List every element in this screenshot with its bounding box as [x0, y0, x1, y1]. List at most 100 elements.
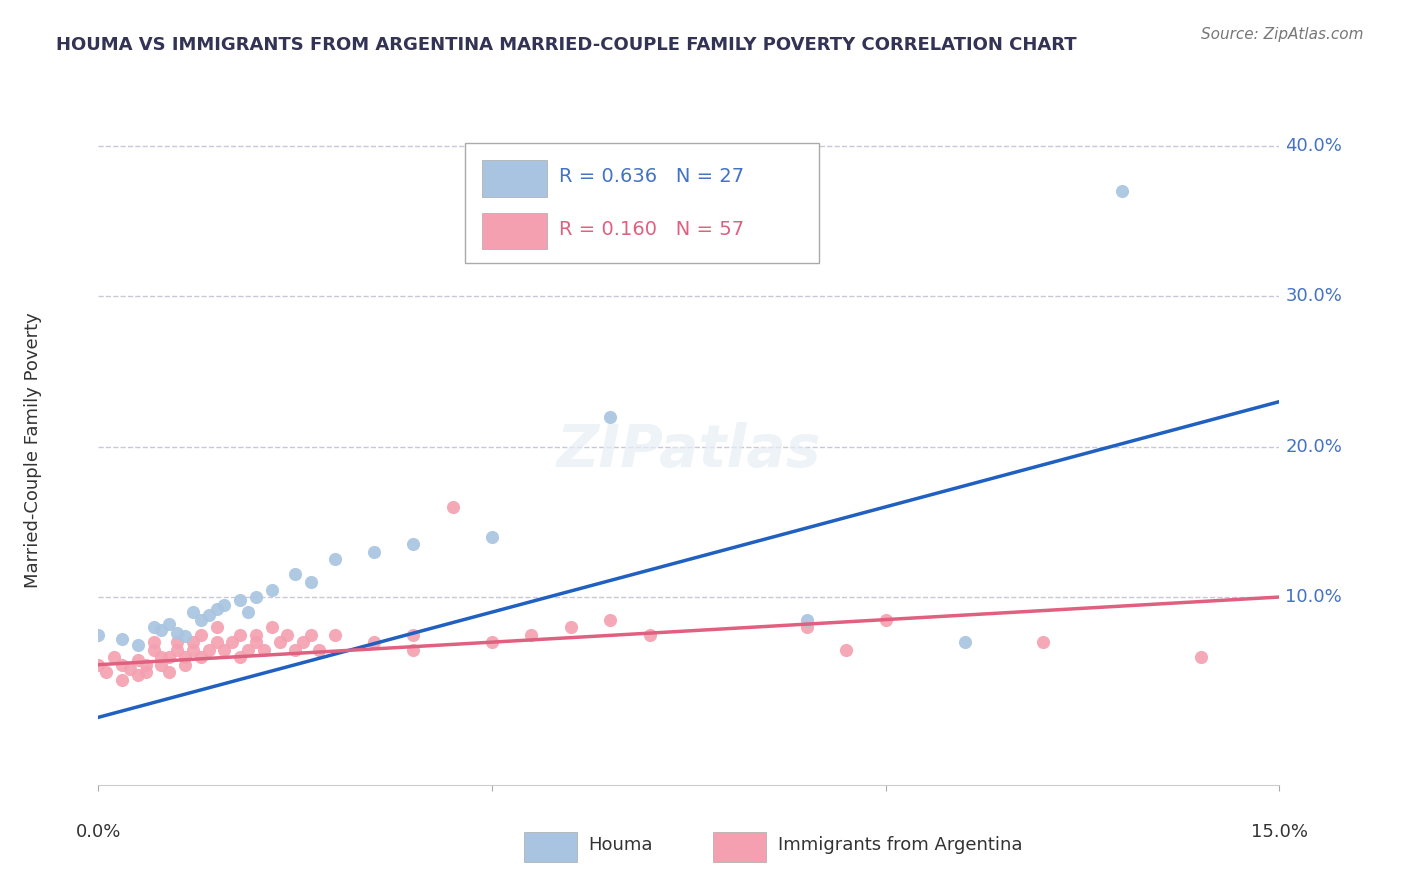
Point [135, 657, 157, 672]
FancyBboxPatch shape [482, 212, 547, 250]
Point [1189, 650, 1212, 665]
Point [174, 629, 197, 643]
Point [599, 409, 621, 424]
Point [157, 617, 180, 632]
Text: Immigrants from Argentina: Immigrants from Argentina [778, 836, 1022, 855]
Point [560, 620, 582, 634]
Point [796, 613, 818, 627]
Point [111, 657, 134, 672]
Point [142, 642, 165, 657]
Point [205, 635, 228, 649]
Point [253, 642, 276, 657]
Point [150, 650, 173, 665]
Point [1111, 184, 1133, 198]
Point [181, 642, 204, 657]
Point [221, 635, 243, 649]
Point [150, 657, 173, 672]
Point [142, 620, 165, 634]
FancyBboxPatch shape [482, 160, 547, 196]
FancyBboxPatch shape [464, 143, 818, 263]
Point [260, 620, 283, 634]
Point [166, 635, 188, 649]
Point [599, 613, 621, 627]
Text: 15.0%: 15.0% [1251, 822, 1308, 840]
Text: 10.0%: 10.0% [1285, 588, 1343, 606]
Point [245, 627, 267, 641]
Point [214, 642, 236, 657]
Point [245, 635, 267, 649]
Point [214, 598, 236, 612]
FancyBboxPatch shape [713, 831, 766, 862]
Text: Houma: Houma [589, 836, 652, 855]
FancyBboxPatch shape [523, 831, 576, 862]
Text: ZIPatlas: ZIPatlas [557, 422, 821, 479]
Point [197, 642, 219, 657]
Point [402, 627, 425, 641]
Point [150, 623, 173, 637]
Point [127, 653, 149, 667]
Point [245, 590, 267, 604]
Point [638, 627, 661, 641]
Point [135, 665, 157, 680]
Point [174, 657, 197, 672]
Point [481, 530, 503, 544]
Point [111, 632, 134, 647]
Point [441, 500, 464, 514]
Point [87, 627, 110, 641]
Text: R = 0.636   N = 27: R = 0.636 N = 27 [560, 167, 744, 186]
Point [190, 650, 212, 665]
Point [127, 638, 149, 652]
Point [103, 650, 125, 665]
Point [284, 642, 307, 657]
Point [181, 605, 204, 619]
Point [111, 673, 134, 687]
Point [157, 665, 180, 680]
Point [174, 650, 197, 665]
Text: Married-Couple Family Poverty: Married-Couple Family Poverty [24, 312, 42, 589]
Point [299, 627, 322, 641]
Text: R = 0.160   N = 57: R = 0.160 N = 57 [560, 220, 744, 239]
Point [142, 635, 165, 649]
Text: 20.0%: 20.0% [1285, 438, 1343, 456]
Text: HOUMA VS IMMIGRANTS FROM ARGENTINA MARRIED-COUPLE FAMILY POVERTY CORRELATION CHA: HOUMA VS IMMIGRANTS FROM ARGENTINA MARRI… [56, 36, 1077, 54]
Point [190, 627, 212, 641]
Point [1032, 635, 1054, 649]
Point [205, 620, 228, 634]
Point [284, 567, 307, 582]
Point [402, 537, 425, 551]
Point [292, 635, 315, 649]
Point [323, 552, 346, 566]
Text: 40.0%: 40.0% [1285, 137, 1343, 155]
Point [229, 627, 252, 641]
Point [796, 620, 818, 634]
Point [299, 574, 322, 589]
Point [363, 635, 385, 649]
Point [269, 635, 291, 649]
Point [308, 642, 330, 657]
Point [481, 635, 503, 649]
Text: 0.0%: 0.0% [76, 822, 121, 840]
Point [190, 613, 212, 627]
Point [197, 608, 219, 623]
Point [236, 605, 259, 619]
Point [953, 635, 976, 649]
Text: Source: ZipAtlas.com: Source: ZipAtlas.com [1201, 27, 1364, 42]
Point [205, 602, 228, 616]
Point [229, 650, 252, 665]
Point [260, 582, 283, 597]
Point [87, 657, 110, 672]
Text: 30.0%: 30.0% [1285, 287, 1343, 305]
Point [181, 635, 204, 649]
Point [229, 593, 252, 607]
Point [402, 642, 425, 657]
Point [236, 642, 259, 657]
Point [520, 627, 543, 641]
Point [276, 627, 298, 641]
Point [166, 642, 188, 657]
Point [96, 665, 118, 680]
Point [157, 650, 180, 665]
Point [127, 668, 149, 682]
Point [835, 642, 858, 657]
Point [118, 662, 141, 676]
Point [363, 545, 385, 559]
